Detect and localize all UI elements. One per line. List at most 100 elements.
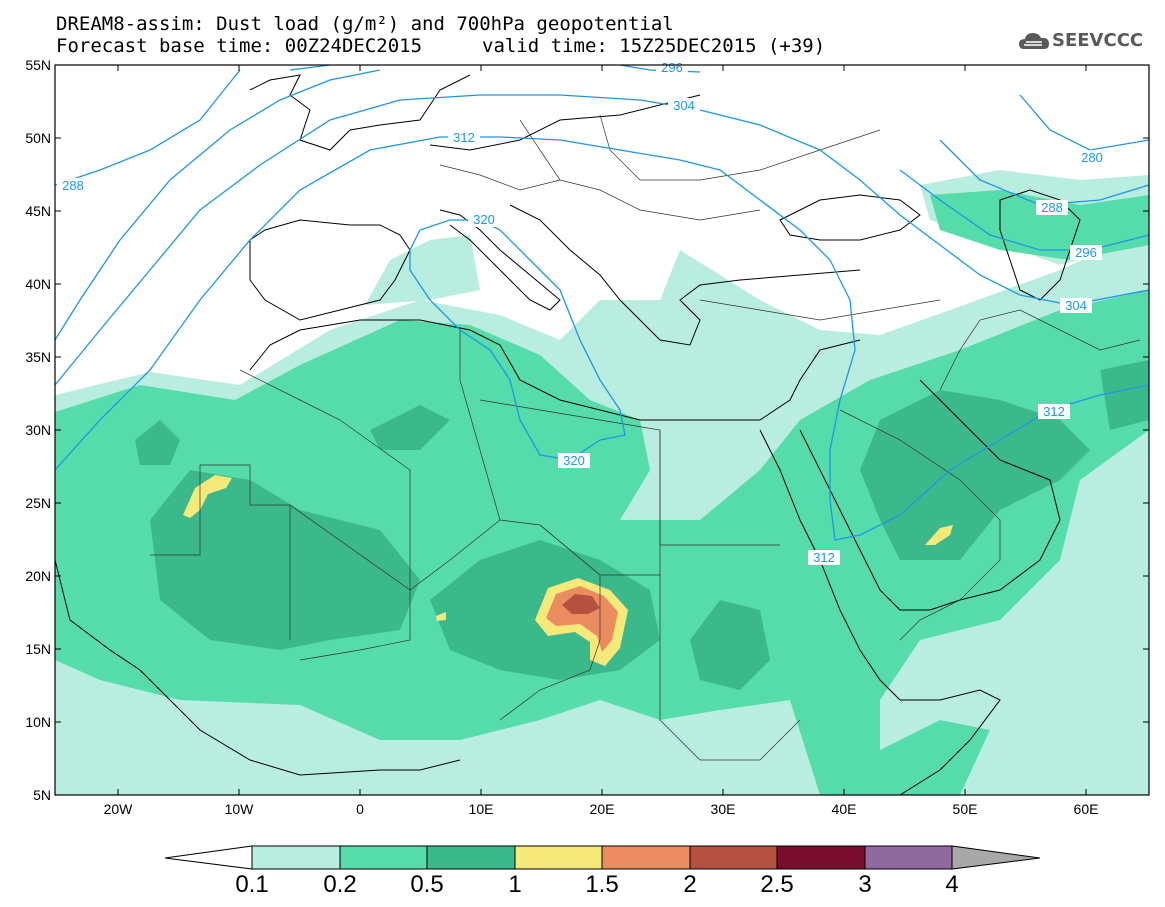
dust-level-1-arabia [925,525,953,545]
cloud-icon [1019,33,1049,49]
coast-red-sea [759,379,1061,701]
lat-label: 20N [25,568,51,584]
contour-label-bg [1038,404,1070,419]
lat-label: 50N [25,130,51,146]
contour-label-bg [448,130,480,145]
dust-level-2 [562,594,600,614]
colorbar-swatch [689,845,778,870]
dust-level-0.5-west [150,470,420,650]
contour-label: 296 [661,60,683,75]
contour-label: 312 [1043,404,1065,419]
contour-label: 312 [813,550,835,565]
forecast-base-time: Forecast base time: 00Z24DEC2015 [56,35,423,57]
colorbar-swatch [426,845,516,870]
contour-280 [1019,94,1149,151]
dust-level-0.2-caspian [930,190,1149,260]
lat-label: 45N [25,203,51,219]
border-egypt-sudan [659,430,780,546]
dust-level-0.2 [55,290,1149,795]
lon-label: 20W [103,801,133,817]
colorbar-swatch [339,845,428,870]
border-mali [289,504,411,661]
contour-label-bg [668,98,700,113]
contour-288-north [289,65,331,71]
contour-label-bg [558,453,590,468]
lat-ticks [55,137,1149,723]
contour-label-bg [1060,298,1092,313]
colorbar-low-arrow [164,845,253,870]
dust-level-1-mauritania [183,475,232,518]
coast-iberia [249,219,411,321]
lat-label: 5N [33,787,51,803]
contour-label: 296 [1075,245,1097,260]
coast-west-africa [55,559,461,776]
lon-label: 60E [1073,801,1099,817]
coastlines [55,74,1081,795]
lon-label: 10W [224,801,254,817]
lon-label: 0 [356,801,364,817]
contour-label-bg [57,178,89,193]
contour-312 [55,136,1149,541]
border-turkey [699,299,941,321]
contour-label-bg [1076,150,1108,165]
lon-label: 30E [710,801,736,817]
logo-text: SEEVCCC [1052,30,1144,51]
colorbar-level-label: 0.5 [410,871,444,898]
lat-label: 40N [25,276,51,292]
dust-level-0.5-west-small [135,420,180,465]
dust-level-0.1-italy [365,235,480,305]
dust-level-0.5-sahara [370,405,450,450]
valid-time: valid time: 15Z25DEC2015 (+39) [482,35,826,57]
colorbar-swatch [601,845,691,870]
coast-horn [899,689,1001,795]
lon-ticks [117,65,1087,795]
border-chad [499,524,601,721]
coast-italy [439,209,561,311]
contour-label: 320 [563,453,585,468]
contour-label-bg [1070,245,1102,260]
contour-label: 312 [453,130,475,145]
colorbar [164,845,1041,870]
contour-label: 288 [1041,200,1063,215]
colorbar-swatch [251,845,341,870]
dust-level-0.5-arabia [860,390,1090,560]
coast-caspian [999,189,1081,301]
colorbar-level-label: 3 [858,871,872,898]
colorbar-level-label: 4 [945,871,959,898]
coast-europe-north [249,74,701,151]
colorbar-level-label: 1.5 [585,871,619,898]
lat-label: 30N [25,422,51,438]
colorbar-level-label: 2.5 [760,871,794,898]
lon-label: 10E [468,801,494,817]
contour-label: 304 [673,98,695,113]
contour-label: 288 [62,178,84,193]
colorbar-high-arrow [951,845,1041,870]
colorbar-level-label: 0.1 [235,871,269,898]
dust-level-0.5-iran [1100,360,1149,430]
contour-label: 280 [1081,150,1103,165]
coast-north-africa [249,319,861,421]
contour-label-bg [1036,200,1068,215]
dust-field [55,170,1149,795]
lat-label: 15N [25,641,51,657]
dust-level-0.5-sudan [690,600,770,690]
contour-label-bg [808,550,840,565]
coast-balkans [509,204,861,346]
lon-label: 50E [952,801,978,817]
border-algeria [239,330,501,591]
colorbar-swatch [864,845,953,870]
contour-288-west [55,69,241,186]
lat-label: 10N [25,714,51,730]
lat-label: 35N [25,349,51,365]
contour-labels: 288 296 304 312 320 320 312 312 304 296 … [57,60,1108,565]
colorbar-level-label: 0.2 [323,871,357,898]
colorbar-swatch [776,845,866,870]
lat-label: 55N [25,57,51,73]
contour-label: 320 [473,212,495,227]
lat-label: 25N [25,495,51,511]
colorbar-level-label: 2 [683,871,697,898]
seevccc-logo: SEEVCCC [1018,29,1153,53]
map-title: DREAM8-assim: Dust load (g/m²) and 700hP… [56,13,674,35]
lon-label: 20E [589,801,615,817]
